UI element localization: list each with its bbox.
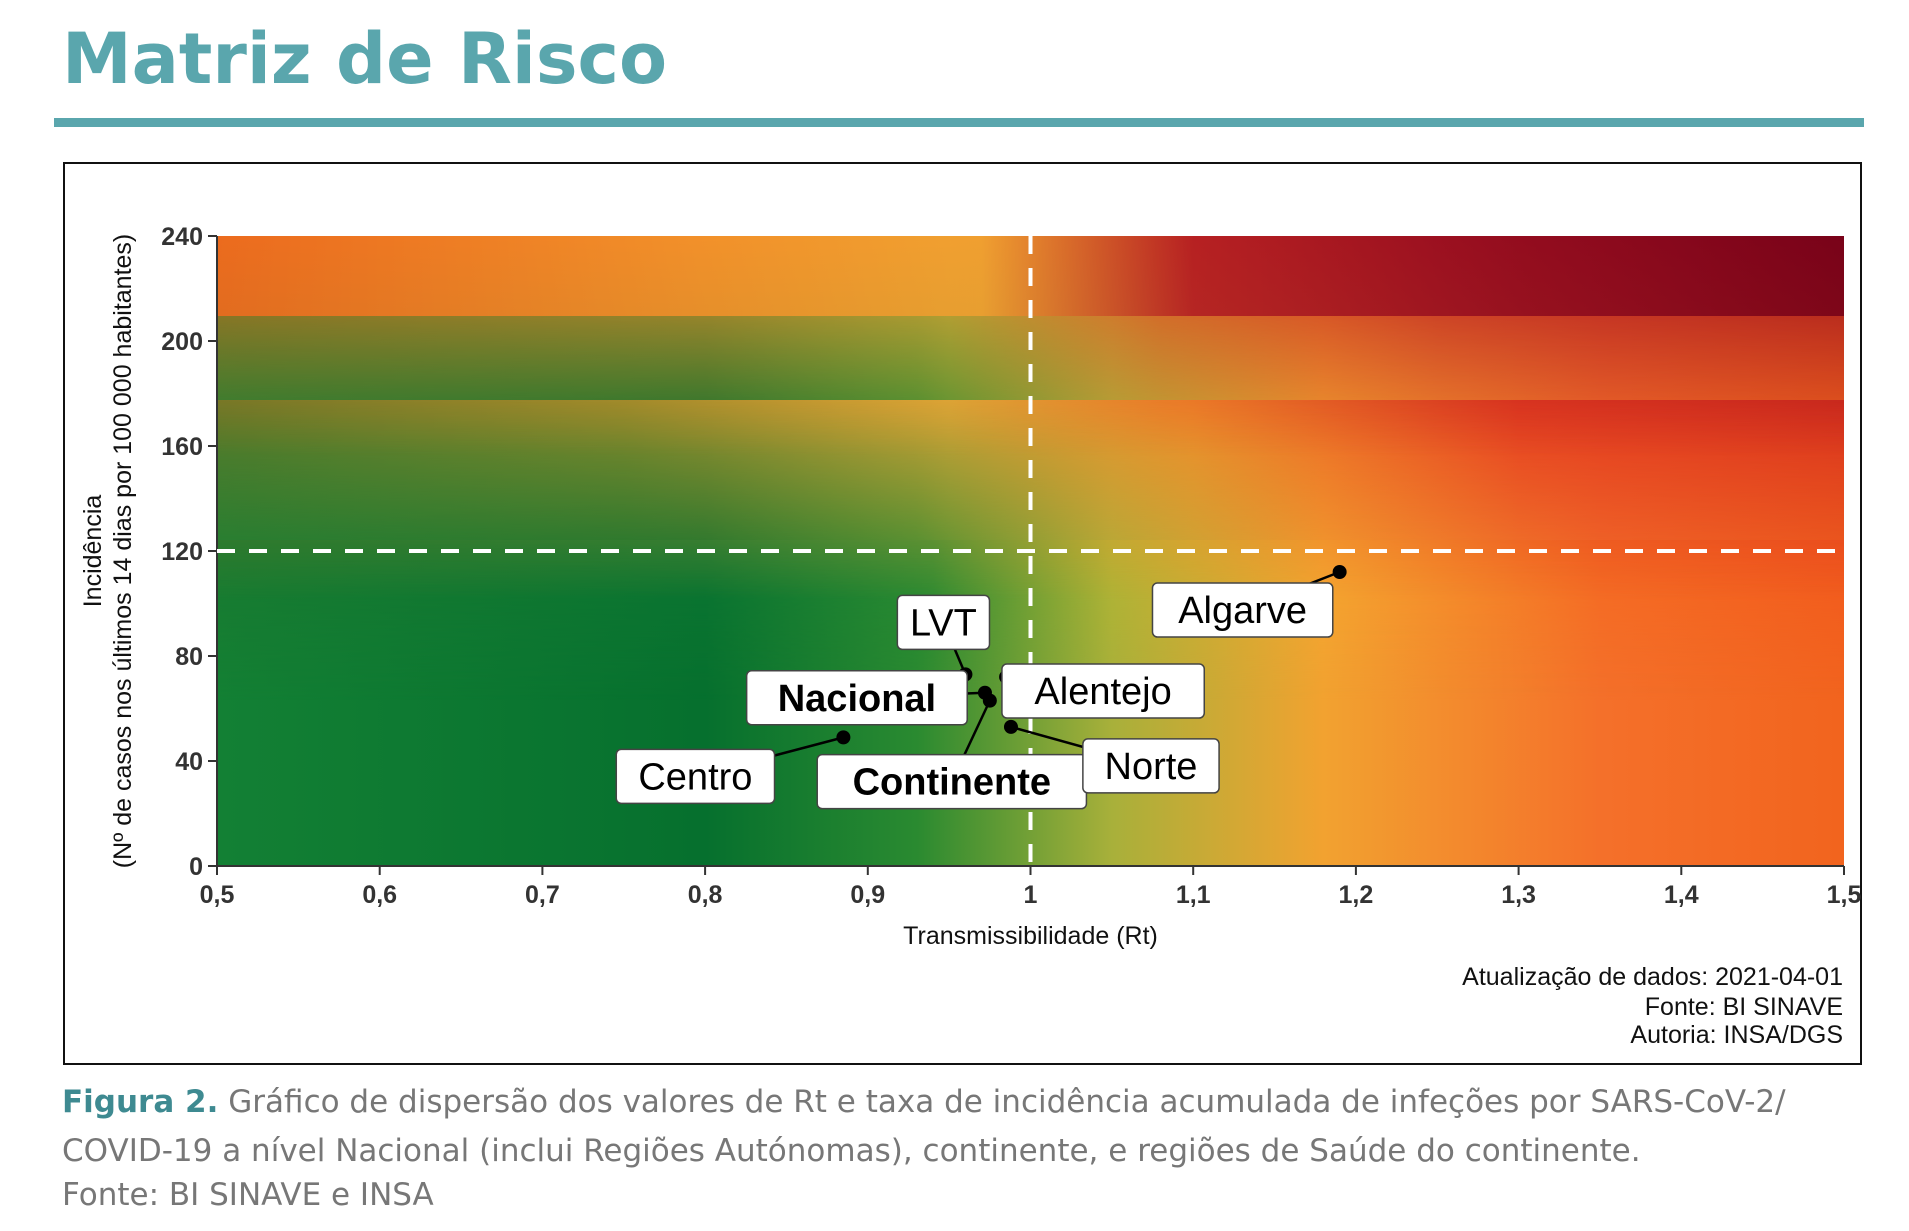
y-tick-label: 80 bbox=[175, 643, 203, 671]
label-box-algarve bbox=[1151, 582, 1334, 638]
x-tick-label: 1,5 bbox=[1827, 881, 1862, 909]
y-tick-label: 160 bbox=[161, 433, 203, 461]
point-label-continente: Continente bbox=[853, 762, 1051, 804]
point-continente bbox=[982, 693, 997, 708]
point-norte bbox=[1003, 719, 1018, 734]
x-tick-label: 0,5 bbox=[200, 881, 235, 909]
label-box-nacional bbox=[745, 670, 968, 726]
figure-caption-text: Gráfico de dispersão dos valores de Rt e… bbox=[62, 1084, 1786, 1169]
label-box-alentejo bbox=[1001, 663, 1206, 719]
data-points: Algarve LVT Alentejo Nacional Continente Nort… bbox=[615, 565, 1347, 810]
note-source: Fonte: BI SINAVE bbox=[1645, 993, 1843, 1021]
x-tick-label: 1,4 bbox=[1664, 881, 1699, 909]
label-box-centro bbox=[615, 748, 776, 805]
x-tick-label: 0,7 bbox=[525, 881, 560, 909]
x-tick-label: 1 bbox=[1024, 881, 1038, 909]
y-tick-label: 120 bbox=[161, 538, 203, 566]
y-tick-label: 0 bbox=[189, 853, 203, 881]
x-axis-title: Transmissibilidade (Rt) bbox=[903, 922, 1158, 950]
point-label-lvt: LVT bbox=[910, 602, 977, 644]
chart-notes: Atualização de dados: 2021-04-01 Fonte: … bbox=[1462, 963, 1843, 1049]
x-tick-label: 1,1 bbox=[1176, 881, 1211, 909]
title-divider bbox=[54, 118, 1864, 127]
x-tick-label: 0,8 bbox=[688, 881, 723, 909]
note-authorship: Autoria: INSA/DGS bbox=[1630, 1021, 1843, 1049]
label-box-lvt bbox=[896, 594, 991, 651]
point-label-alentejo: Alentejo bbox=[1034, 671, 1171, 713]
y-tick-label: 240 bbox=[161, 223, 203, 251]
note-update-date: Atualização de dados: 2021-04-01 bbox=[1462, 963, 1843, 991]
label-box-norte bbox=[1082, 738, 1220, 794]
chart-axes: 0,5 0,6 0,7 0,8 0,9 1 1,1 1,2 1,3 1,4 1,5 0 40 80 120 1… bbox=[161, 223, 1861, 909]
page-title: Matriz de Risco bbox=[62, 18, 668, 100]
y-tick-label: 200 bbox=[161, 328, 203, 356]
y-tick-label: 40 bbox=[175, 748, 203, 776]
x-tick-label: 0,6 bbox=[362, 881, 397, 909]
axis-titles: Transmissibilidade (Rt) Incidência (Nº d… bbox=[79, 234, 1158, 950]
point-algarve bbox=[1332, 565, 1347, 579]
point-label-norte: Norte bbox=[1105, 746, 1198, 788]
figure-label: Figura 2. bbox=[62, 1084, 219, 1120]
chart-frame bbox=[63, 162, 1862, 1065]
x-tick-label: 0,9 bbox=[850, 881, 885, 909]
point-label-centro: Centro bbox=[638, 756, 752, 798]
point-label-nacional: Nacional bbox=[778, 678, 936, 720]
figure-source: Fonte: BI SINAVE e INSA bbox=[62, 1177, 434, 1213]
x-tick-label: 1,3 bbox=[1501, 881, 1536, 909]
y-axis-title-line2: (Nº de casos nos últimos 14 dias por 100… bbox=[109, 234, 137, 869]
point-label-algarve: Algarve bbox=[1178, 590, 1307, 632]
point-centro bbox=[836, 730, 851, 745]
figure-caption: Figura 2. Gráfico de dispersão dos valor… bbox=[62, 1078, 1862, 1176]
x-tick-label: 1,2 bbox=[1339, 881, 1374, 909]
y-axis-title-line1: Incidência bbox=[79, 495, 107, 608]
